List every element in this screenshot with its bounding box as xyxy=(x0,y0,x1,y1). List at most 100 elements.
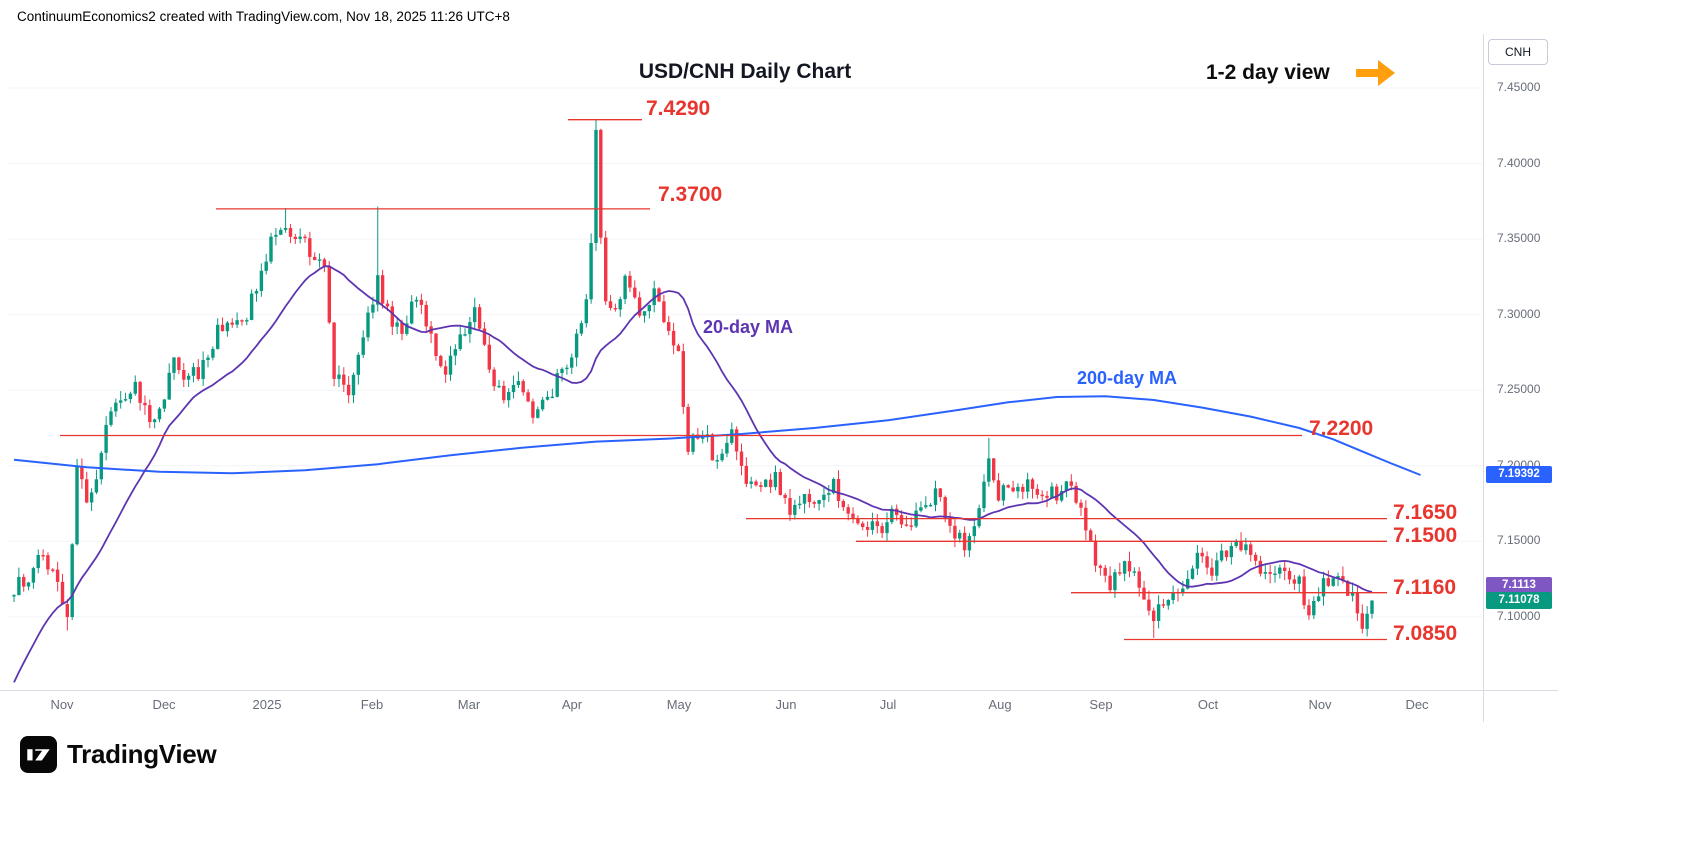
candle-body xyxy=(477,307,482,329)
candle-body xyxy=(167,372,171,400)
time-tick-label: Apr xyxy=(561,697,583,712)
tradingview-logo-icon xyxy=(20,736,57,773)
candle-body xyxy=(1263,572,1267,574)
candle-body xyxy=(502,385,506,401)
candle-body xyxy=(671,330,676,346)
candle-body xyxy=(1181,588,1185,594)
candle-body xyxy=(51,569,55,571)
candle-body xyxy=(269,236,273,262)
candle-body xyxy=(1326,578,1330,586)
candle-body xyxy=(182,370,186,380)
candle-body xyxy=(933,488,938,505)
candle-body xyxy=(1016,486,1020,492)
candle-body xyxy=(356,354,360,375)
candle-body xyxy=(1244,544,1248,551)
candle-body xyxy=(744,465,748,484)
candle-body xyxy=(283,228,288,230)
candle-body xyxy=(327,266,331,323)
candle-body xyxy=(633,287,637,298)
candle-body xyxy=(1171,592,1175,600)
candle-body xyxy=(531,401,535,418)
candle-body xyxy=(570,357,574,368)
candle-body xyxy=(206,357,210,360)
candle-body xyxy=(1316,596,1321,601)
candle-body xyxy=(1186,578,1190,589)
candle-body xyxy=(608,301,613,308)
candle-body xyxy=(1059,491,1064,501)
candle-body xyxy=(492,369,496,387)
candle-body xyxy=(1224,550,1229,558)
candle-body xyxy=(94,479,99,493)
candle-body xyxy=(322,259,327,267)
candle-body xyxy=(482,328,487,345)
candle-body xyxy=(507,392,511,401)
candle-body xyxy=(1093,540,1098,566)
candle-body xyxy=(1273,573,1277,575)
candle-body xyxy=(885,522,889,534)
candle-body xyxy=(1258,560,1263,574)
candle-body xyxy=(1166,600,1170,606)
candle-body xyxy=(109,411,113,425)
candle-body xyxy=(390,306,394,327)
candle-body xyxy=(662,301,666,323)
ma20-line xyxy=(13,265,1373,683)
candle-body xyxy=(138,381,142,403)
candle-body xyxy=(642,311,647,316)
candle-body xyxy=(317,259,322,261)
candle-body xyxy=(55,569,60,582)
candle-body xyxy=(768,479,773,488)
candle-body xyxy=(1103,567,1107,576)
candle-body xyxy=(225,322,230,332)
candle-body xyxy=(827,493,831,495)
candle-body xyxy=(817,500,821,504)
time-axis[interactable]: Nov Dec 2025 Feb Mar Apr May Jun Jul Aug Sep Oct Nov… xyxy=(0,690,1483,723)
candle-body xyxy=(846,507,850,514)
symbol-badge[interactable]: CNH xyxy=(1488,39,1548,65)
candle-body xyxy=(1079,502,1083,508)
candle-body xyxy=(162,399,167,409)
candle-body xyxy=(574,333,579,358)
candle-body xyxy=(313,256,317,261)
candle-body xyxy=(240,320,244,322)
candle-body xyxy=(715,460,719,462)
candle-body xyxy=(856,518,860,524)
candle-body xyxy=(904,524,909,526)
candle-body xyxy=(958,532,962,539)
candle-body xyxy=(1137,571,1141,588)
candle-body xyxy=(710,434,715,461)
candle-body xyxy=(22,576,26,587)
price-badge-ma200-value: 7.19392 xyxy=(1486,466,1552,484)
attribution-text: ContinuumEconomics2 created with Trading… xyxy=(17,9,510,24)
candle-body xyxy=(400,322,404,334)
time-tick-label: May xyxy=(666,697,692,712)
candle-body xyxy=(60,581,65,605)
candle-body xyxy=(545,396,550,400)
candle-body xyxy=(589,243,593,300)
candle-body xyxy=(623,275,627,300)
candle-body xyxy=(754,481,758,486)
candle-body xyxy=(487,344,491,370)
price-axis[interactable]: CNH 7.45000 7.40000 7.35000 7.30000 7.25000 7… xyxy=(1483,35,1583,690)
tradingview-wordmark: TradingView xyxy=(67,739,217,769)
candle-body xyxy=(1122,561,1127,574)
tradingview-logo-link[interactable]: TradingView xyxy=(20,736,217,773)
candle-body xyxy=(1190,568,1195,579)
candle-body xyxy=(26,582,31,587)
price-tick-label: 7.15000 xyxy=(1497,533,1541,548)
candle-body xyxy=(604,237,608,302)
candle-body xyxy=(1147,599,1151,611)
candle-body xyxy=(1030,479,1035,489)
candle-body xyxy=(41,555,45,557)
candle-body xyxy=(1219,550,1224,561)
candle-body xyxy=(395,322,399,327)
candle-body xyxy=(1127,561,1132,572)
candle-body xyxy=(332,322,336,379)
candle-body xyxy=(157,408,162,420)
candle-body xyxy=(919,507,923,511)
candle-body xyxy=(943,497,947,519)
candle-body xyxy=(584,299,588,324)
candle-body xyxy=(36,555,40,569)
candle-body xyxy=(279,229,283,235)
candle-body xyxy=(579,323,584,334)
candle-body xyxy=(1346,581,1350,596)
